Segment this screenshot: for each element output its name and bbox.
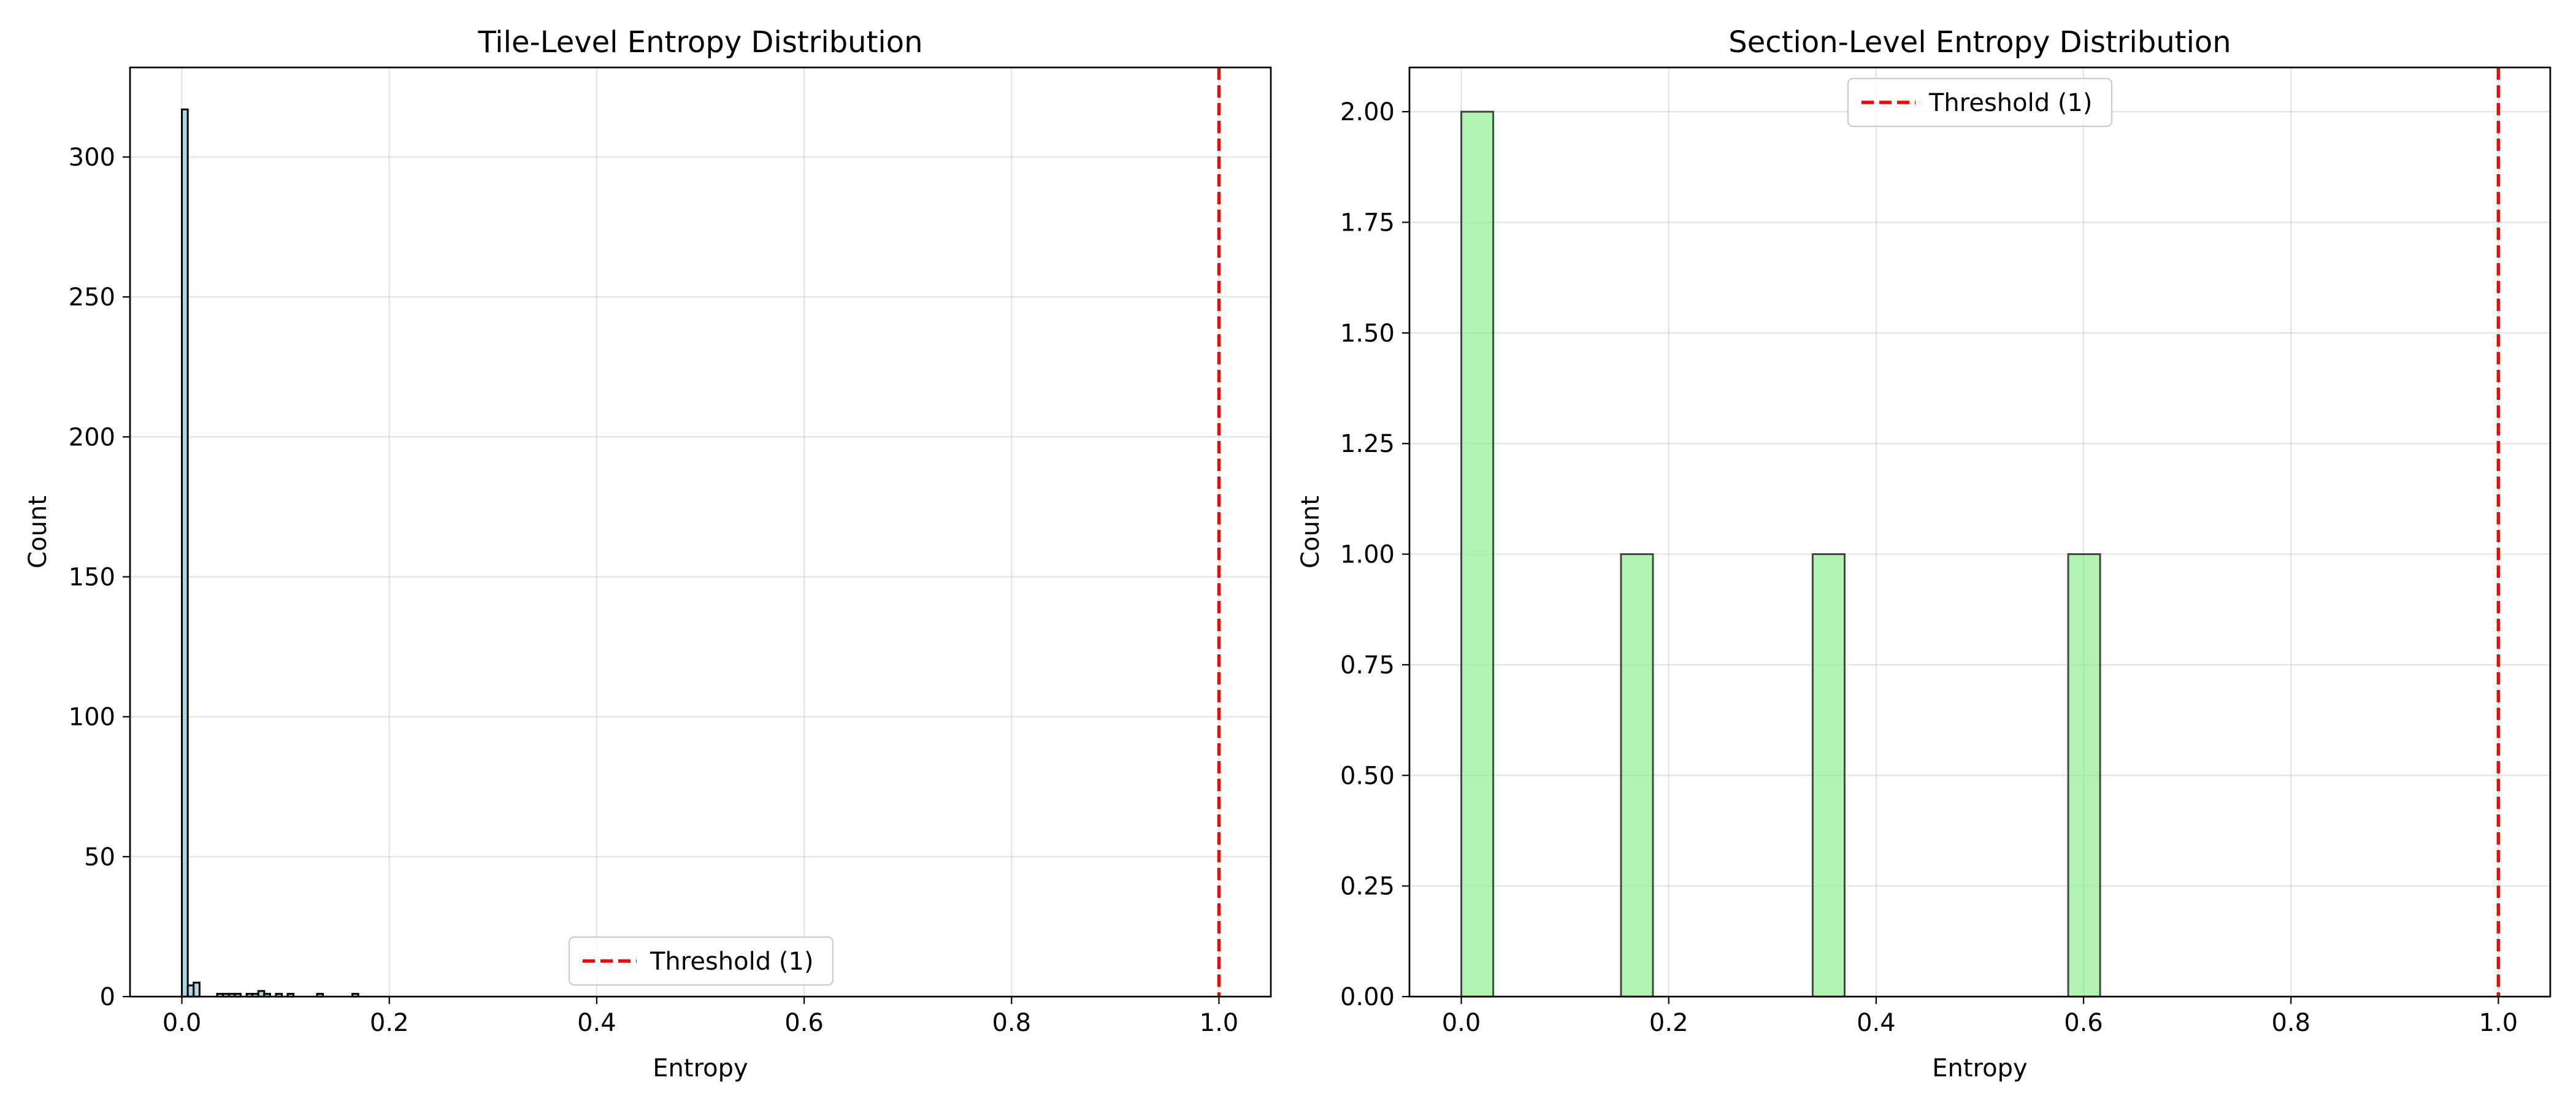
y-tick-label: 100 [69,703,115,732]
x-axis-label: Entropy [1932,1054,2027,1082]
legend-box [568,936,834,986]
x-tick-label: 0.4 [577,1009,616,1037]
x-tick-label: 1.0 [1200,1009,1239,1037]
y-tick-label: 200 [69,423,115,451]
x-tick-label: 0.0 [1442,1009,1481,1037]
x-tick-label: 1.0 [2479,1009,2518,1037]
legend-threshold-label: Threshold (1) [650,948,814,976]
histogram-bar [2067,553,2101,998]
histogram-bar [1620,553,1654,998]
y-tick-label: 1.25 [1340,430,1395,458]
x-tick-label: 0.0 [163,1009,202,1037]
y-tick-label: 300 [69,144,115,172]
legend: Threshold (1) [568,936,834,986]
histogram-bar [181,108,189,998]
y-tick-label: 0.25 [1340,873,1395,901]
x-tick-label: 0.6 [784,1009,824,1037]
y-tick-label: 1.75 [1340,209,1395,237]
y-tick-label: 1.00 [1340,541,1395,569]
tile-level-chart: 0.0 0.2 0.4 0.6 0.8 1.0 0 50 100 150 200 250 300 Tile… [24,25,1272,1082]
histogram-bar [1460,110,1495,998]
y-tick-label: 0.75 [1340,651,1395,680]
x-tick-label: 0.2 [370,1009,409,1037]
plot-frame [1408,66,2551,998]
y-tick-label: 0.00 [1340,983,1395,1011]
x-tick-label: 0.2 [1649,1009,1689,1037]
x-tick-label: 0.4 [1857,1009,1896,1037]
chart-title: Section-Level Entropy Distribution [1728,25,2231,59]
legend-threshold-label: Threshold (1) [1928,89,2093,117]
x-tick-label: 0.8 [992,1009,1031,1037]
chart-title: Tile-Level Entropy Distribution [477,25,922,59]
legend-box [1847,77,2113,128]
x-tick-label: 0.6 [2064,1009,2103,1037]
y-tick-label: 150 [69,564,115,592]
y-tick-label: 1.50 [1340,320,1395,348]
y-tick-label: 250 [69,283,115,312]
section-level-chart: 0.0 0.2 0.4 0.6 0.8 1.0 0.00 0.25 0.50 0.75 1.00 1.… [1297,25,2551,1082]
y-tick-label: 50 [84,843,115,871]
y-axis-label: Count [24,496,52,569]
histogram-bar [1811,553,1846,998]
y-tick-label: 0.50 [1340,762,1395,790]
x-tick-label: 0.8 [2271,1009,2310,1037]
y-tick-label: 2.00 [1340,98,1395,126]
histogram-bar [193,981,201,998]
plot-frame [129,66,1272,998]
legend: Threshold (1) [1847,77,2113,128]
x-axis-label: Entropy [653,1054,748,1082]
y-tick-label: 0 [100,983,115,1011]
y-axis-label: Count [1297,496,1325,569]
